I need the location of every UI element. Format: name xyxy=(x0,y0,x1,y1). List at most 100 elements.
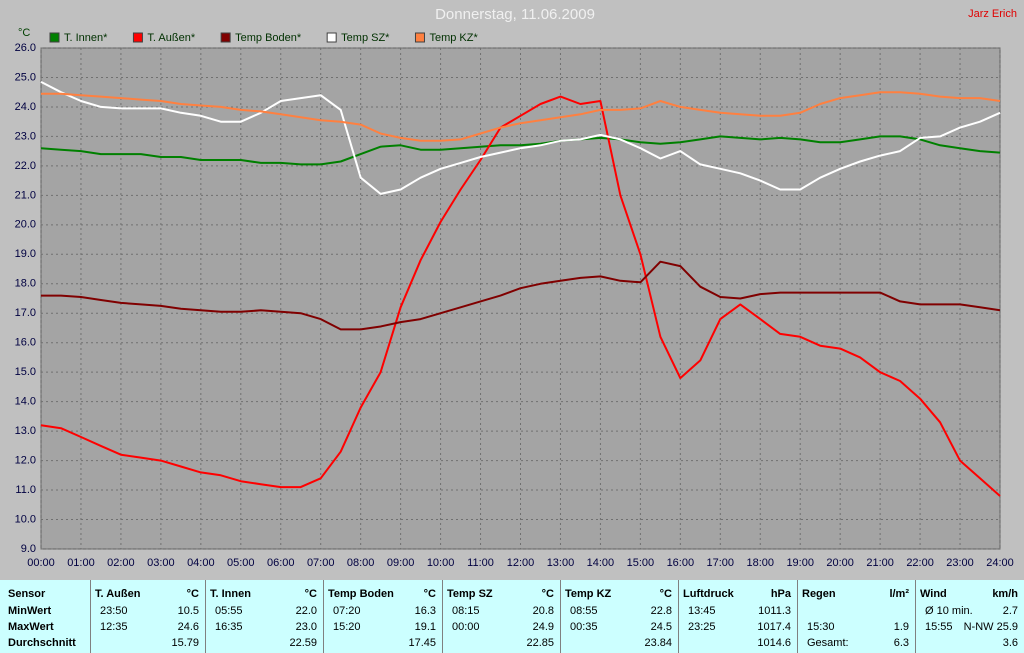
y-tick-label: 9.0 xyxy=(21,543,36,555)
group-unit: °C xyxy=(541,588,554,600)
y-tick-label: 20.0 xyxy=(15,219,36,231)
cell-value: 6.3 xyxy=(893,637,909,649)
y-tick-label: 19.0 xyxy=(15,248,36,260)
x-tick-label: 03:00 xyxy=(147,557,175,569)
y-tick-label: 17.0 xyxy=(15,307,36,319)
y-tick-label: 24.0 xyxy=(15,101,36,113)
x-tick-label: 18:00 xyxy=(746,557,774,569)
cell-time: 08:15 xyxy=(452,605,480,617)
cell-value: 10.5 xyxy=(177,605,199,617)
chart: Donnerstag, 11.06.2009 Jarz Erich °C 9.0… xyxy=(15,6,1017,569)
group-name: T. Außen xyxy=(95,588,141,600)
y-tick-label: 12.0 xyxy=(15,454,36,466)
y-tick-label: 22.0 xyxy=(15,160,36,172)
cell-value: 1.9 xyxy=(893,621,909,633)
y-tick-label: 10.0 xyxy=(15,513,36,525)
cell-value: 1017.4 xyxy=(757,621,791,633)
cell-time: 08:55 xyxy=(570,605,598,617)
cell-value: 24.5 xyxy=(650,621,672,633)
legend-label: Temp KZ* xyxy=(429,32,478,44)
x-tick-label: 01:00 xyxy=(67,557,95,569)
cell-value: 15.79 xyxy=(171,637,199,649)
cell-time: 12:35 xyxy=(100,621,128,633)
x-tick-label: 17:00 xyxy=(707,557,735,569)
y-tick-label: 15.0 xyxy=(15,366,36,378)
column-separator xyxy=(678,580,679,653)
group-name: Wind xyxy=(920,588,947,600)
author: Jarz Erich xyxy=(968,8,1017,20)
legend-label: Temp SZ* xyxy=(341,32,390,44)
x-tick-label: 24:00 xyxy=(986,557,1014,569)
cell-value: 20.8 xyxy=(532,605,554,617)
cell-value: 24.9 xyxy=(532,621,554,633)
cell-time: 13:45 xyxy=(688,605,716,617)
cell-time: 23:25 xyxy=(688,621,716,633)
y-tick-label: 23.0 xyxy=(15,130,36,142)
cell-value: 24.6 xyxy=(177,621,199,633)
legend-swatch xyxy=(414,32,425,43)
cell-value: 22.8 xyxy=(650,605,672,617)
group-name: T. Innen xyxy=(210,588,251,600)
column-separator xyxy=(323,580,324,653)
cell-time: 00:00 xyxy=(452,621,480,633)
x-tick-label: 21:00 xyxy=(866,557,894,569)
data-line xyxy=(40,135,1001,166)
group-name: Regen xyxy=(802,588,836,600)
cell-value: 23.0 xyxy=(295,621,317,633)
cell-time: 15:30 xyxy=(807,621,835,633)
cell-time: 05:55 xyxy=(215,605,243,617)
chart-title: Donnerstag, 11.06.2009 xyxy=(435,6,595,23)
legend-swatch xyxy=(132,32,143,43)
x-tick-label: 02:00 xyxy=(107,557,135,569)
x-tick-label: 00:00 xyxy=(27,557,55,569)
cell-time: Gesamt: xyxy=(807,637,849,649)
x-tick-label: 05:00 xyxy=(227,557,255,569)
x-tick-label: 15:00 xyxy=(627,557,655,569)
row-label: MinWert xyxy=(8,605,52,617)
group-unit: km/h xyxy=(992,588,1018,600)
y-tick-label: 13.0 xyxy=(15,425,36,437)
legend-swatch xyxy=(326,32,337,43)
cell-value: 2.7 xyxy=(1002,605,1018,617)
cell-value: 22.0 xyxy=(295,605,317,617)
column-separator xyxy=(205,580,206,653)
y-tick-label: 16.0 xyxy=(15,337,36,349)
y-tick-label: 18.0 xyxy=(15,278,36,290)
cell-time: 07:20 xyxy=(333,605,361,617)
x-tick-label: 22:00 xyxy=(906,557,934,569)
legend-swatch xyxy=(49,32,60,43)
group-unit: °C xyxy=(304,588,317,600)
y-tick-label: 14.0 xyxy=(15,396,36,408)
cell-value: 19.1 xyxy=(414,621,436,633)
group-name: Temp SZ xyxy=(447,588,493,600)
cell-time: Ø 10 min. xyxy=(925,605,973,617)
legend-label: T. Innen* xyxy=(64,32,108,44)
cell-value: 22.59 xyxy=(289,637,317,649)
data-line xyxy=(41,91,1001,142)
cell-value: 1014.6 xyxy=(757,637,791,649)
cell-time: 16:35 xyxy=(215,621,243,633)
x-tick-label: 11:00 xyxy=(467,557,494,569)
x-tick-label: 16:00 xyxy=(667,557,695,569)
y-tick-label: 26.0 xyxy=(15,42,36,54)
column-separator xyxy=(90,580,91,653)
y-tick-label: 25.0 xyxy=(15,71,36,83)
column-separator xyxy=(797,580,798,653)
group-unit: l/m² xyxy=(889,588,909,600)
x-tick-label: 19:00 xyxy=(786,557,814,569)
cell-time: 15:20 xyxy=(333,621,361,633)
group-unit: °C xyxy=(186,588,199,600)
table-corner: Sensor xyxy=(8,588,46,600)
group-name: Luftdruck xyxy=(683,588,734,600)
group-name: Temp Boden xyxy=(328,588,394,600)
x-tick-label: 07:00 xyxy=(307,557,335,569)
x-tick-label: 23:00 xyxy=(946,557,974,569)
cell-time: 23:50 xyxy=(100,605,128,617)
cell-value: 1011.3 xyxy=(758,605,791,617)
stats-table: Sensor MinWert MaxWert Durchschnitt T. Außen… xyxy=(0,580,1024,653)
data-line xyxy=(41,260,1001,331)
cell-value: 22.85 xyxy=(526,637,554,649)
cell-value: 16.3 xyxy=(414,605,436,617)
group-unit: hPa xyxy=(770,588,791,600)
